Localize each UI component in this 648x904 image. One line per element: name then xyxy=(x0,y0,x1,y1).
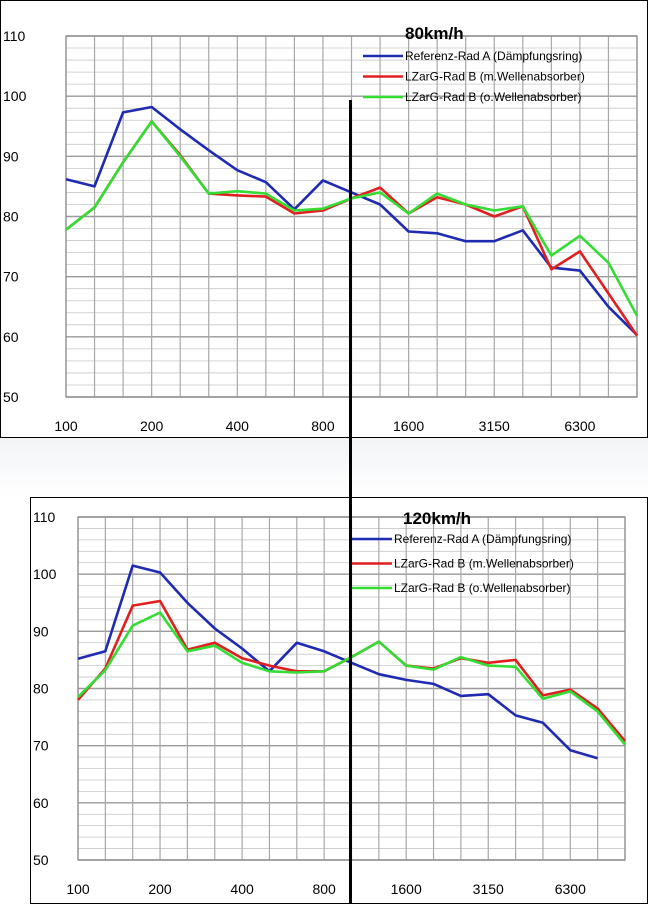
x-tick-label: 1600 xyxy=(393,418,424,434)
x-tick-label: 100 xyxy=(54,418,78,434)
x-tick-label: 800 xyxy=(312,881,336,897)
legend-entry-label: LZarG-Rad B (m.Wellenabsorber) xyxy=(405,70,585,84)
chart-title: 120km/h xyxy=(403,509,471,528)
y-tick-label: 110 xyxy=(33,509,56,525)
chart-title: 80km/h xyxy=(405,24,464,43)
x-tick-label: 200 xyxy=(148,881,172,897)
y-tick-label: 80 xyxy=(3,209,19,225)
legend-entry-label: Referenz-Rad A (Dämpfungsring) xyxy=(405,49,582,63)
x-tick-label: 6300 xyxy=(564,418,595,434)
legend: Referenz-Rad A (Dämpfungsring) LZarG-Rad … xyxy=(363,49,585,104)
y-tick-label: 50 xyxy=(3,389,19,405)
y-tick-label: 80 xyxy=(33,681,49,697)
legend-entry-label: Referenz-Rad A (Dämpfungsring) xyxy=(394,532,571,546)
y-tick-label: 110 xyxy=(3,28,26,44)
vertical-divider-line xyxy=(349,100,352,904)
y-tick-label: 70 xyxy=(3,269,19,285)
x-tick-label: 1600 xyxy=(391,881,422,897)
x-tick-label: 800 xyxy=(311,418,335,434)
y-tick-label: 50 xyxy=(33,852,49,868)
y-tick-label: 100 xyxy=(3,88,27,104)
background-fade xyxy=(0,438,648,498)
chart-80kmh: 50 60 70 80 90 100 110 100 200 400 800 1600 3150 6300… xyxy=(3,24,639,434)
chart-panel-120kmh: 50 60 70 80 90 100 110 100 200 400 800 1600 3150 6300… xyxy=(30,497,648,904)
legend-entry-label: LZarG-Rad B (m.Wellenabsorber) xyxy=(394,557,574,571)
y-tick-label: 90 xyxy=(33,623,49,639)
y-tick-label: 60 xyxy=(33,795,49,811)
legend: Referenz-Rad A (Dämpfungsring) LZarG-Rad … xyxy=(352,532,574,595)
chart-panel-80kmh: 50 60 70 80 90 100 110 100 200 400 800 1600 3150 6300… xyxy=(0,0,648,438)
x-tick-label: 100 xyxy=(66,881,90,897)
y-tick-label: 70 xyxy=(33,738,49,754)
x-tick-label: 3150 xyxy=(473,881,504,897)
x-tick-label: 400 xyxy=(226,418,250,434)
chart-120kmh: 50 60 70 80 90 100 110 100 200 400 800 1600 3150 6300… xyxy=(33,509,627,897)
y-tick-label: 90 xyxy=(3,148,19,164)
x-tick-label: 200 xyxy=(140,418,164,434)
x-tick-label: 400 xyxy=(230,881,254,897)
x-tick-label: 6300 xyxy=(555,881,586,897)
y-tick-label: 60 xyxy=(3,329,19,345)
y-tick-label: 100 xyxy=(33,566,57,582)
legend-entry-label: LZarG-Rad B (o.Wellenabsorber) xyxy=(405,90,582,104)
legend-entry-label: LZarG-Rad B (o.Wellenabsorber) xyxy=(394,581,571,595)
x-tick-label: 3150 xyxy=(479,418,510,434)
series-line-1 xyxy=(77,564,598,760)
